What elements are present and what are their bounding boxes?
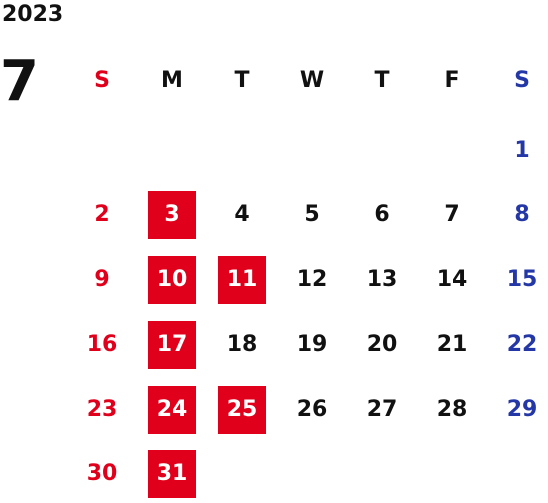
weekday-header-mon: M (161, 68, 183, 93)
day-11[interactable]: 11 (218, 256, 266, 304)
day-30[interactable]: 30 (86, 461, 118, 486)
day-17[interactable]: 17 (148, 321, 196, 369)
day-21[interactable]: 21 (436, 332, 468, 357)
calendar-month: 7 (0, 49, 39, 114)
day-23[interactable]: 23 (86, 397, 118, 422)
day-15[interactable]: 15 (506, 267, 538, 292)
calendar-year: 2023 (2, 2, 64, 27)
day-19[interactable]: 19 (296, 332, 328, 357)
day-28[interactable]: 28 (436, 397, 468, 422)
day-3[interactable]: 3 (148, 191, 196, 239)
day-12[interactable]: 12 (296, 267, 328, 292)
day-10[interactable]: 10 (148, 256, 196, 304)
day-5[interactable]: 5 (304, 202, 320, 227)
day-31[interactable]: 31 (148, 450, 196, 498)
day-14[interactable]: 14 (436, 267, 468, 292)
day-26[interactable]: 26 (296, 397, 328, 422)
weekday-header-tue: T (234, 68, 250, 93)
day-7[interactable]: 7 (444, 202, 460, 227)
weekday-header-thu: T (374, 68, 390, 93)
day-13[interactable]: 13 (366, 267, 398, 292)
day-16[interactable]: 16 (86, 332, 118, 357)
weekday-header-fri: F (444, 68, 460, 93)
weekday-header-sat: S (514, 68, 530, 93)
day-6[interactable]: 6 (374, 202, 390, 227)
day-25[interactable]: 25 (218, 386, 266, 434)
day-4[interactable]: 4 (234, 202, 250, 227)
day-22[interactable]: 22 (506, 332, 538, 357)
day-1[interactable]: 1 (514, 138, 530, 163)
day-29[interactable]: 29 (506, 397, 538, 422)
day-2[interactable]: 2 (94, 202, 110, 227)
day-24[interactable]: 24 (148, 386, 196, 434)
weekday-header-wed: W (299, 68, 325, 93)
day-9[interactable]: 9 (94, 267, 110, 292)
day-20[interactable]: 20 (366, 332, 398, 357)
day-8[interactable]: 8 (514, 202, 530, 227)
day-27[interactable]: 27 (366, 397, 398, 422)
weekday-header-sun: S (94, 68, 110, 93)
day-18[interactable]: 18 (226, 332, 258, 357)
